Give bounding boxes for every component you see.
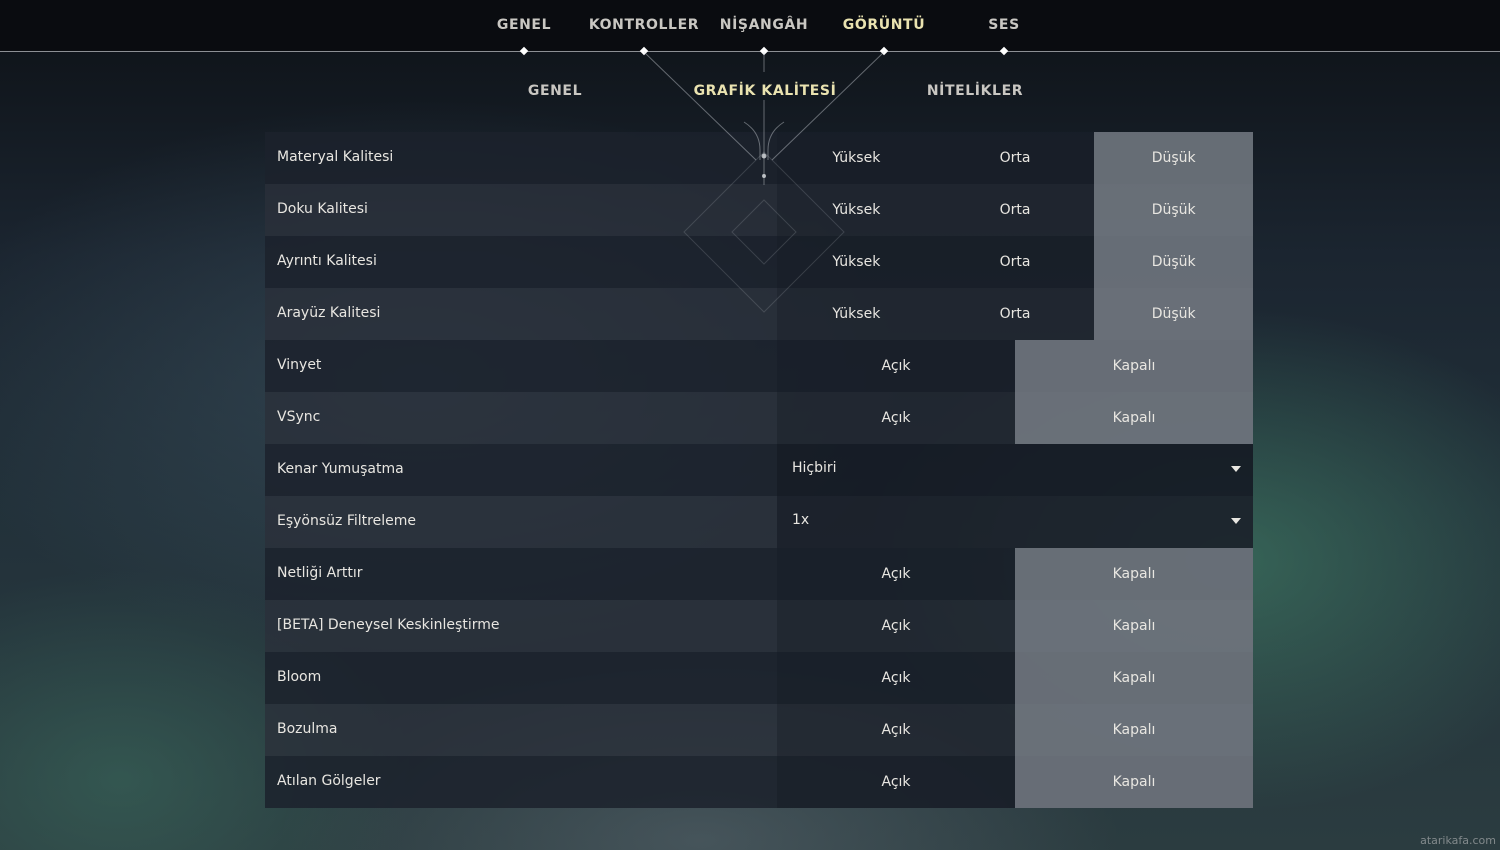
option-kapali[interactable]: Kapalı [1015,652,1253,704]
option-acik[interactable]: Açık [777,548,1015,600]
option-dusuk[interactable]: Düşük [1094,132,1254,184]
option-group: Açık Kapalı [777,652,1253,704]
tab-genel[interactable]: GENEL [496,17,552,33]
setting-label: Doku Kalitesi [277,201,368,217]
option-dusuk[interactable]: Düşük [1094,236,1254,288]
kenar-yumusatma-dropdown[interactable]: Hiçbiri [777,444,1253,496]
setting-label: Ayrıntı Kalitesi [277,253,377,269]
setting-label: Atılan Gölgeler [277,773,381,789]
setting-row-doku-kalitesi: Doku Kalitesi Yüksek Orta Düşük [265,184,1254,236]
top-nav: GENEL KONTROLLER NİŞANGÂH GÖRÜNTÜ SES [0,0,1500,56]
esyonsuz-filtreleme-dropdown[interactable]: 1x [777,496,1253,548]
option-group: Açık Kapalı [777,340,1253,392]
setting-label: Bozulma [277,721,338,737]
option-orta[interactable]: Orta [935,184,1095,236]
setting-row-esyonsuz-filtreleme: Eşyönsüz Filtreleme 1x [265,496,1253,548]
option-kapali[interactable]: Kapalı [1015,600,1253,652]
option-kapali[interactable]: Kapalı [1015,548,1253,600]
option-acik[interactable]: Açık [777,340,1015,392]
option-kapali[interactable]: Kapalı [1015,392,1253,444]
setting-row-materyal-kalitesi: Materyal Kalitesi Yüksek Orta Düşük [265,132,1254,184]
setting-row-netligi-arttir: Netliği Arttır Açık Kapalı [265,548,1253,600]
option-dusuk[interactable]: Düşük [1094,184,1254,236]
option-group: Açık Kapalı [777,600,1253,652]
setting-label: Materyal Kalitesi [277,149,394,165]
setting-row-atilan-golgeler: Atılan Gölgeler Açık Kapalı [265,756,1253,808]
option-yuksek[interactable]: Yüksek [777,184,936,236]
subtab-genel[interactable]: GENEL [527,83,583,99]
tab-goruntu[interactable]: GÖRÜNTÜ [842,17,926,33]
tab-marker-kontroller [639,46,649,56]
tab-marker-genel [519,46,529,56]
option-acik[interactable]: Açık [777,704,1015,756]
option-acik[interactable]: Açık [777,392,1015,444]
setting-label: Arayüz Kalitesi [277,305,381,321]
option-yuksek[interactable]: Yüksek [777,236,936,288]
chevron-down-icon [1231,518,1241,524]
setting-row-bozulma: Bozulma Açık Kapalı [265,704,1253,756]
option-orta[interactable]: Orta [935,132,1095,184]
option-yuksek[interactable]: Yüksek [777,132,936,184]
option-group: Yüksek Orta Düşük [777,184,1254,236]
option-group: Yüksek Orta Düşük [777,132,1254,184]
option-acik[interactable]: Açık [777,652,1015,704]
chevron-down-icon [1231,466,1241,472]
setting-row-arayuz-kalitesi: Arayüz Kalitesi Yüksek Orta Düşük [265,288,1254,340]
setting-label: Bloom [277,669,322,685]
option-group: Açık Kapalı [777,756,1253,808]
option-yuksek[interactable]: Yüksek [777,288,936,340]
setting-row-ayrinti-kalitesi: Ayrıntı Kalitesi Yüksek Orta Düşük [265,236,1254,288]
setting-row-kenar-yumusatma: Kenar Yumuşatma Hiçbiri [265,444,1253,496]
option-dusuk[interactable]: Düşük [1094,288,1254,340]
option-orta[interactable]: Orta [935,288,1095,340]
option-orta[interactable]: Orta [935,236,1095,288]
dropdown-value: Hiçbiri [792,460,837,476]
subtab-grafik-kalitesi[interactable]: GRAFİK KALİTESİ [693,83,837,99]
option-group: Açık Kapalı [777,548,1253,600]
setting-label: Eşyönsüz Filtreleme [277,513,416,529]
option-kapali[interactable]: Kapalı [1015,340,1253,392]
tab-marker-nisangah [759,46,769,56]
setting-label: Kenar Yumuşatma [277,461,404,477]
option-group: Açık Kapalı [777,392,1253,444]
setting-row-vinyet: Vinyet Açık Kapalı [265,340,1253,392]
option-acik[interactable]: Açık [777,600,1015,652]
setting-label: Vinyet [277,357,322,373]
option-group: Açık Kapalı [777,704,1253,756]
tab-ses[interactable]: SES [988,17,1020,33]
option-group: Yüksek Orta Düşük [777,236,1254,288]
tab-kontroller[interactable]: KONTROLLER [588,17,700,33]
setting-label: [BETA] Deneysel Keskinleştirme [277,617,500,633]
setting-label: Netliği Arttır [277,565,363,581]
setting-row-deneysel-keskinlestirme: [BETA] Deneysel Keskinleştirme Açık Kapa… [265,600,1253,652]
option-kapali[interactable]: Kapalı [1015,704,1253,756]
option-group: Yüksek Orta Düşük [777,288,1254,340]
settings-list: Materyal Kalitesi Yüksek Orta Düşük Doku… [265,132,1254,808]
tab-marker-ses [999,46,1009,56]
setting-row-vsync: VSync Açık Kapalı [265,392,1253,444]
watermark: atarikafa.com [1420,834,1496,847]
tab-marker-goruntu [879,46,889,56]
dropdown-value: 1x [792,512,810,528]
tab-nisangah[interactable]: NİŞANGÂH [719,17,809,33]
setting-label: VSync [277,409,321,425]
setting-row-bloom: Bloom Açık Kapalı [265,652,1253,704]
option-acik[interactable]: Açık [777,756,1015,808]
subtab-nitelikler[interactable]: NİTELİKLER [926,83,1024,99]
option-kapali[interactable]: Kapalı [1015,756,1253,808]
